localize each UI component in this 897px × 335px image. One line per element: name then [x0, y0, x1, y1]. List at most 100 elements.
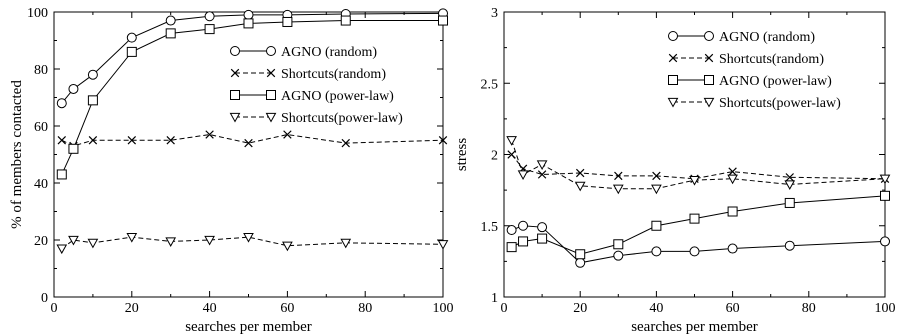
legend-marker	[230, 90, 240, 100]
data-point	[727, 243, 738, 254]
data-point	[88, 136, 98, 145]
data-point	[205, 130, 214, 139]
data-point	[651, 220, 662, 231]
data-point	[506, 225, 517, 236]
data-point	[784, 240, 795, 251]
data-point	[126, 46, 137, 57]
data-point	[243, 18, 254, 29]
y-tick-label: 1.5	[481, 220, 499, 235]
data-point	[785, 173, 794, 182]
data-point	[283, 130, 292, 139]
y-tick-label: 80	[34, 63, 48, 78]
legend-marker	[667, 97, 679, 108]
y-axis-title: stress	[454, 138, 470, 171]
legend-marker	[704, 53, 714, 63]
data-point	[651, 184, 662, 195]
legend-label: Shortcuts(power-law)	[719, 96, 841, 111]
x-tick-label: 40	[649, 301, 663, 316]
data-point	[784, 197, 795, 208]
data-point	[537, 170, 547, 179]
data-point	[518, 236, 529, 247]
data-point	[87, 69, 98, 80]
legend-marker	[704, 31, 714, 41]
data-point	[341, 138, 350, 148]
legend-marker	[266, 90, 276, 100]
data-point	[126, 233, 138, 243]
data-point	[728, 167, 737, 176]
data-point	[127, 136, 137, 145]
legend-label: AGNO (power-law)	[719, 74, 832, 89]
x-tick-label: 60	[280, 301, 294, 316]
data-point	[166, 136, 175, 145]
data-point	[518, 220, 529, 231]
chart-left: 0 20 40 60 80 100 0 20 40 60 80 100 searches per mem…	[9, 6, 454, 335]
x-tick-label: 80	[358, 301, 372, 316]
legend-marker	[703, 97, 715, 108]
series-line	[511, 154, 886, 180]
y-tick-label: 20	[34, 234, 48, 249]
x-tick-label: 100	[875, 301, 896, 316]
y-axis-title: % of members contacted	[9, 80, 25, 229]
legend-marker	[266, 46, 276, 56]
data-point	[243, 233, 254, 243]
legend-marker	[230, 46, 240, 56]
data-point	[56, 98, 67, 109]
legend-marker	[229, 112, 241, 123]
data-point	[613, 250, 624, 261]
data-point	[165, 28, 176, 39]
data-point	[879, 174, 891, 185]
legend-label: AGNO (power-law)	[281, 89, 394, 104]
y-tick-label: 40	[34, 177, 48, 192]
legend-marker	[668, 31, 678, 41]
y-tick-label: 2	[491, 149, 498, 164]
data-point	[437, 240, 449, 250]
data-point	[165, 237, 177, 247]
data-point	[244, 138, 253, 148]
data-point	[57, 136, 67, 145]
data-point	[575, 168, 585, 178]
x-tick-label: 0	[501, 301, 508, 316]
data-point	[727, 174, 738, 185]
data-point	[68, 83, 79, 94]
legend-label: AGNO (random)	[719, 30, 815, 45]
data-point	[689, 176, 700, 186]
data-point	[727, 206, 738, 217]
x-tick-label: 20	[573, 301, 587, 316]
data-point	[880, 236, 890, 247]
data-point	[243, 9, 254, 20]
legend-label: AGNO (random)	[281, 45, 377, 60]
data-point	[506, 136, 517, 146]
x-axis-title: searches per member	[631, 319, 758, 335]
y-tick-label: 60	[34, 120, 48, 135]
data-point	[506, 242, 517, 253]
data-point	[282, 241, 293, 252]
data-point	[651, 246, 662, 257]
series-line	[511, 195, 886, 255]
data-point	[126, 32, 137, 43]
data-point	[340, 15, 351, 26]
data-point	[613, 239, 624, 250]
data-point	[574, 181, 586, 192]
x-axis-title: searches per member	[185, 319, 312, 335]
legend-marker	[265, 112, 277, 123]
data-point	[689, 213, 700, 224]
series-line	[61, 12, 444, 104]
data-point	[165, 15, 176, 26]
legend-marker	[704, 75, 714, 85]
x-tick-label: 40	[203, 301, 217, 316]
x-tick-label: 60	[726, 301, 740, 316]
data-point	[517, 170, 529, 180]
series-line	[61, 134, 444, 147]
data-point	[438, 136, 448, 145]
data-point	[652, 171, 661, 181]
data-point	[537, 222, 548, 233]
y-tick-label: 1	[491, 291, 498, 306]
data-point	[56, 244, 68, 255]
data-point	[575, 257, 586, 268]
data-point	[507, 150, 516, 159]
data-point	[87, 238, 99, 249]
data-point	[614, 171, 623, 181]
x-tick-label: 0	[51, 301, 58, 316]
data-point	[204, 235, 215, 246]
data-point	[438, 15, 448, 26]
